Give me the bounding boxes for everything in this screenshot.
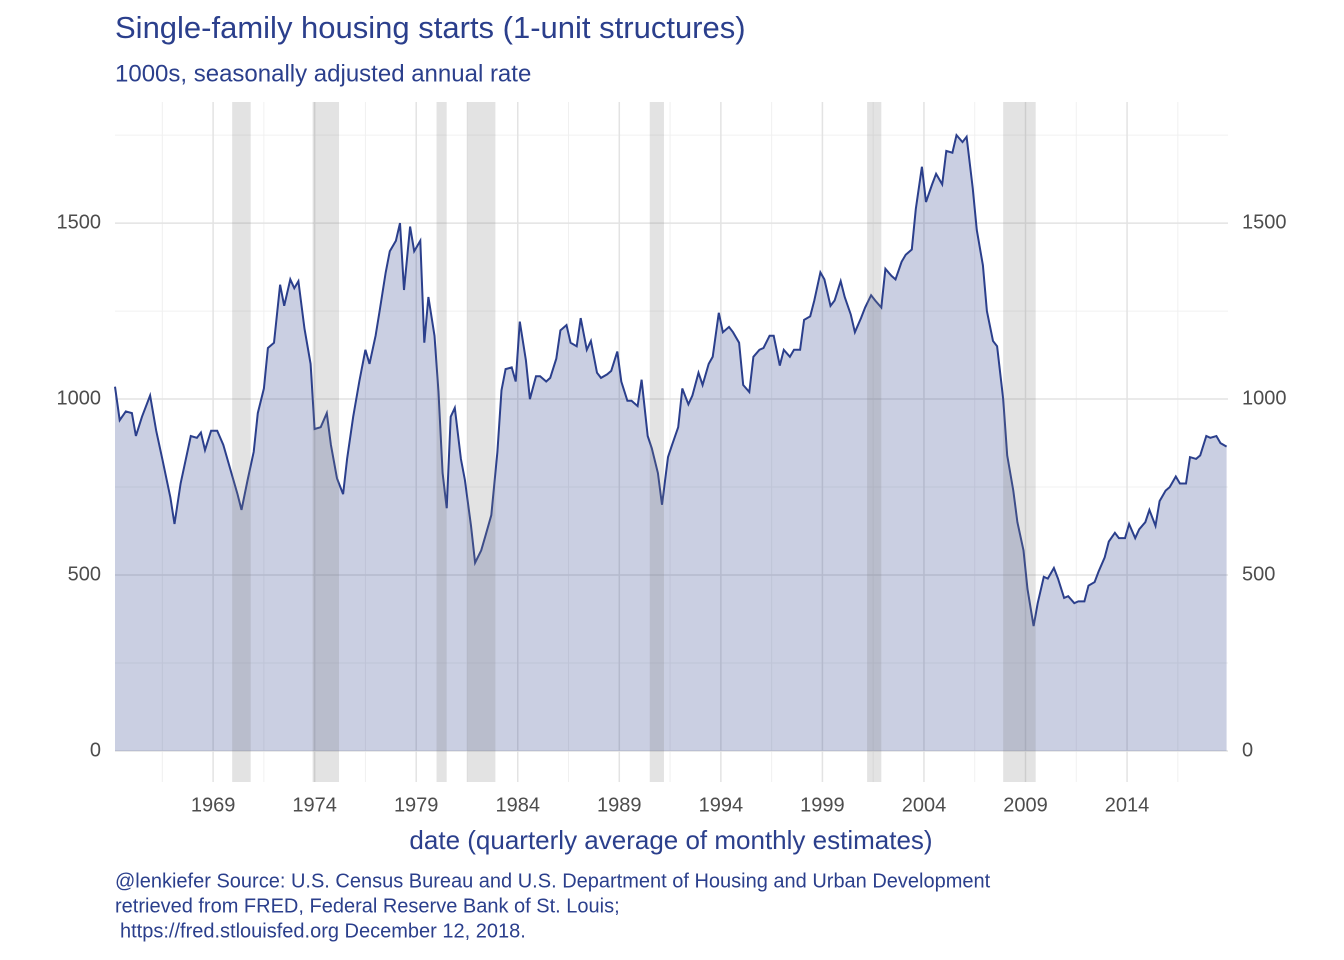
- recession-band: [1003, 102, 1036, 782]
- y2-tick-label: 500: [1242, 563, 1275, 585]
- area-fill: [115, 135, 1227, 752]
- x-tick-label: 1974: [292, 794, 337, 816]
- recession-band: [649, 102, 664, 782]
- recession-band: [436, 102, 447, 782]
- chart-title: Single-family housing starts (1-unit str…: [115, 10, 746, 45]
- y2-tick-label: 1000: [1242, 387, 1287, 409]
- x-tick-label: 1989: [597, 794, 642, 816]
- x-tick-label: 1994: [699, 794, 744, 816]
- x-tick-label: 1999: [800, 794, 845, 816]
- y-tick-label: 1500: [57, 211, 102, 233]
- y-tick-label: 500: [68, 563, 101, 585]
- caption: retrieved from FRED, Federal Reserve Ban…: [115, 895, 620, 917]
- y2-tick-label: 0: [1242, 739, 1253, 761]
- chart-subtitle: 1000s, seasonally adjusted annual rate: [115, 60, 531, 87]
- x-tick-label: 1984: [496, 794, 541, 816]
- caption: https://fred.stlouisfed.org December 12,…: [120, 920, 526, 942]
- recession-band: [466, 102, 496, 782]
- y-tick-label: 0: [90, 739, 101, 761]
- y-tick-label: 1000: [57, 387, 102, 409]
- x-tick-label: 1969: [191, 794, 236, 816]
- caption: @lenkiefer Source: U.S. Census Bureau an…: [115, 870, 991, 892]
- area-line: [114, 132, 1228, 627]
- x-tick-label: 2004: [902, 794, 947, 816]
- x-tick-label: 2009: [1003, 794, 1048, 816]
- recession-band: [867, 102, 882, 782]
- recession-band: [232, 102, 251, 782]
- recession-band: [312, 102, 340, 782]
- y2-tick-label: 1500: [1242, 211, 1287, 233]
- x-axis-title: date (quarterly average of monthly estim…: [409, 825, 932, 855]
- x-tick-label: 2014: [1105, 794, 1150, 816]
- x-tick-label: 1979: [394, 794, 439, 816]
